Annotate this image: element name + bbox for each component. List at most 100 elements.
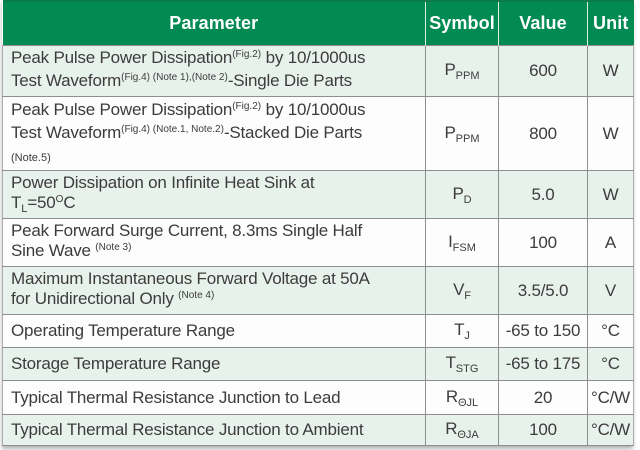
table-row: Peak Pulse Power Dissipation(Fig.2) by 1… bbox=[2, 96, 634, 171]
column-header-parameter: Parameter bbox=[2, 0, 426, 46]
header-row: Parameter Symbol Value Unit bbox=[2, 0, 634, 46]
table-header: Parameter Symbol Value Unit bbox=[2, 0, 634, 46]
parameter-cell: Operating Temperature Range bbox=[2, 314, 426, 348]
symbol-subscript: ΘJA bbox=[457, 429, 479, 441]
table-row: Storage Temperature Range TSTG -65 to 175 °… bbox=[2, 347, 634, 381]
text-segment: I bbox=[448, 231, 453, 251]
symbol-cell: VF bbox=[425, 266, 499, 315]
symbol-cell: IFSM bbox=[425, 218, 499, 267]
unit-cell: W bbox=[587, 45, 634, 97]
symbol-cell: RΘJA bbox=[425, 414, 499, 446]
superscript-note: (Fig.4) (Note 1),(Note 2) bbox=[121, 72, 228, 83]
value-cell: -65 to 175 bbox=[498, 347, 588, 381]
value-cell: 800 bbox=[498, 96, 588, 171]
symbol-subscript: FSM bbox=[452, 241, 476, 254]
value-cell: 100 bbox=[498, 218, 588, 267]
table-row: Peak Forward Surge Current, 8.3ms Single… bbox=[2, 218, 634, 267]
parameter-cell: Maximum Instantaneous Forward Voltage at… bbox=[2, 266, 426, 315]
table-row: Peak Pulse Power Dissipation(Fig.2) by 1… bbox=[2, 45, 634, 97]
text-segment: (Note.5) bbox=[11, 151, 51, 164]
text-segment: R bbox=[445, 386, 458, 406]
symbol-cell: TSTG bbox=[425, 347, 499, 381]
text-segment: by 10/1000us bbox=[261, 48, 366, 67]
parameter-cell: Peak Pulse Power Dissipation(Fig.2) by 1… bbox=[2, 96, 426, 171]
unit-cell: °C/W bbox=[587, 414, 634, 446]
column-header-symbol: Symbol bbox=[425, 0, 499, 46]
symbol-subscript: PPM bbox=[455, 70, 480, 82]
parameter-cell: Typical Thermal Resistance Junction to A… bbox=[2, 414, 426, 446]
text-segment: Storage Temperature Range bbox=[11, 354, 221, 373]
symbol-cell: PPPM bbox=[425, 45, 499, 97]
column-header-value: Value bbox=[498, 0, 588, 46]
table-row: Power Dissipation on Infinite Heat Sink … bbox=[2, 170, 634, 219]
table-row: Typical Thermal Resistance Junction to A… bbox=[2, 414, 634, 446]
parameter-cell: Storage Temperature Range bbox=[2, 347, 426, 381]
superscript-note: (Fig.2) bbox=[232, 49, 262, 60]
symbol-subscript: STG bbox=[455, 363, 479, 375]
text-segment: =50 bbox=[27, 193, 56, 212]
column-header-unit: Unit bbox=[587, 0, 634, 46]
value-cell: 600 bbox=[498, 45, 588, 97]
text-segment: Power Dissipation on Infinite Heat Sink … bbox=[11, 173, 315, 192]
unit-cell: °C bbox=[587, 347, 634, 381]
symbol-subscript: ΘJL bbox=[457, 396, 479, 409]
symbol-subscript: L bbox=[21, 203, 28, 215]
parameter-cell: Typical Thermal Resistance Junction to L… bbox=[2, 380, 426, 415]
value-cell: 3.5/5.0 bbox=[498, 266, 588, 315]
table-row: Typical Thermal Resistance Junction to L… bbox=[2, 380, 634, 415]
value-cell: 100 bbox=[498, 414, 588, 446]
symbol-subscript: F bbox=[464, 289, 471, 302]
table-row: Operating Temperature Range TJ -65 to 150 °… bbox=[2, 314, 634, 348]
text-segment: Operating Temperature Range bbox=[11, 321, 235, 340]
text-segment: Typical Thermal Resistance Junction to L… bbox=[11, 387, 341, 407]
text-segment: Peak Forward Surge Current, 8.3ms Single… bbox=[11, 221, 362, 240]
text-segment: P bbox=[444, 122, 456, 142]
text-segment: for Unidirectional Only bbox=[11, 289, 179, 308]
unit-cell: W bbox=[587, 96, 634, 171]
text-segment: by 10/1000us bbox=[261, 99, 366, 119]
text-segment: P bbox=[452, 183, 464, 203]
superscript-note: O bbox=[55, 194, 64, 205]
value-cell: 5.0 bbox=[498, 170, 588, 219]
text-segment: T bbox=[445, 353, 456, 372]
value-cell: -65 to 150 bbox=[498, 314, 588, 348]
symbol-cell: TJ bbox=[425, 314, 499, 348]
table-body: Peak Pulse Power Dissipation(Fig.2) by 1… bbox=[2, 45, 634, 446]
superscript-note: (Note 3) bbox=[95, 242, 132, 253]
text-segment: Sine Wave bbox=[11, 241, 96, 260]
symbol-cell: PD bbox=[425, 170, 499, 219]
text-segment: V bbox=[453, 279, 465, 299]
text-segment: Typical Thermal Resistance Junction to A… bbox=[11, 420, 364, 439]
symbol-cell: RΘJL bbox=[425, 380, 499, 415]
table-row: Maximum Instantaneous Forward Voltage at… bbox=[2, 266, 634, 315]
superscript-note: (Note 4) bbox=[178, 290, 215, 301]
symbol-cell: PPPM bbox=[425, 96, 499, 171]
parameter-cell: Power Dissipation on Infinite Heat Sink … bbox=[2, 170, 426, 219]
unit-cell: °C/W bbox=[587, 380, 634, 415]
ratings-table-container: Parameter Symbol Value Unit Peak Pulse P… bbox=[2, 0, 634, 446]
text-segment: Peak Pulse Power Dissipation bbox=[11, 99, 233, 119]
text-segment: -Stacked Die Parts bbox=[223, 122, 363, 142]
symbol-subscript: D bbox=[463, 193, 472, 206]
symbol-subscript: J bbox=[464, 330, 470, 342]
unit-cell: °C bbox=[587, 314, 634, 348]
text-segment: Test Waveform bbox=[11, 71, 122, 90]
superscript-note: (Fig.4) (Note.1, Note.2) bbox=[121, 123, 224, 135]
superscript-note: (Fig.2) bbox=[232, 100, 262, 112]
ratings-table: Parameter Symbol Value Unit Peak Pulse P… bbox=[2, 0, 634, 446]
text-segment: R bbox=[445, 419, 458, 438]
parameter-cell: Peak Pulse Power Dissipation(Fig.2) by 1… bbox=[2, 45, 426, 97]
text-segment: Test Waveform bbox=[11, 122, 122, 142]
text-segment: T bbox=[454, 320, 465, 339]
text-segment: P bbox=[444, 60, 456, 79]
value-cell: 20 bbox=[498, 380, 588, 415]
parameter-cell: Peak Forward Surge Current, 8.3ms Single… bbox=[2, 218, 426, 267]
unit-cell: A bbox=[587, 218, 634, 267]
text-segment: Peak Pulse Power Dissipation bbox=[11, 48, 233, 67]
unit-cell: W bbox=[587, 170, 634, 219]
text-segment: T bbox=[11, 193, 22, 212]
text-segment: -Single Die Parts bbox=[227, 71, 352, 90]
text-segment: C bbox=[63, 193, 76, 212]
unit-cell: V bbox=[587, 266, 634, 315]
text-segment: Maximum Instantaneous Forward Voltage at… bbox=[11, 269, 370, 288]
